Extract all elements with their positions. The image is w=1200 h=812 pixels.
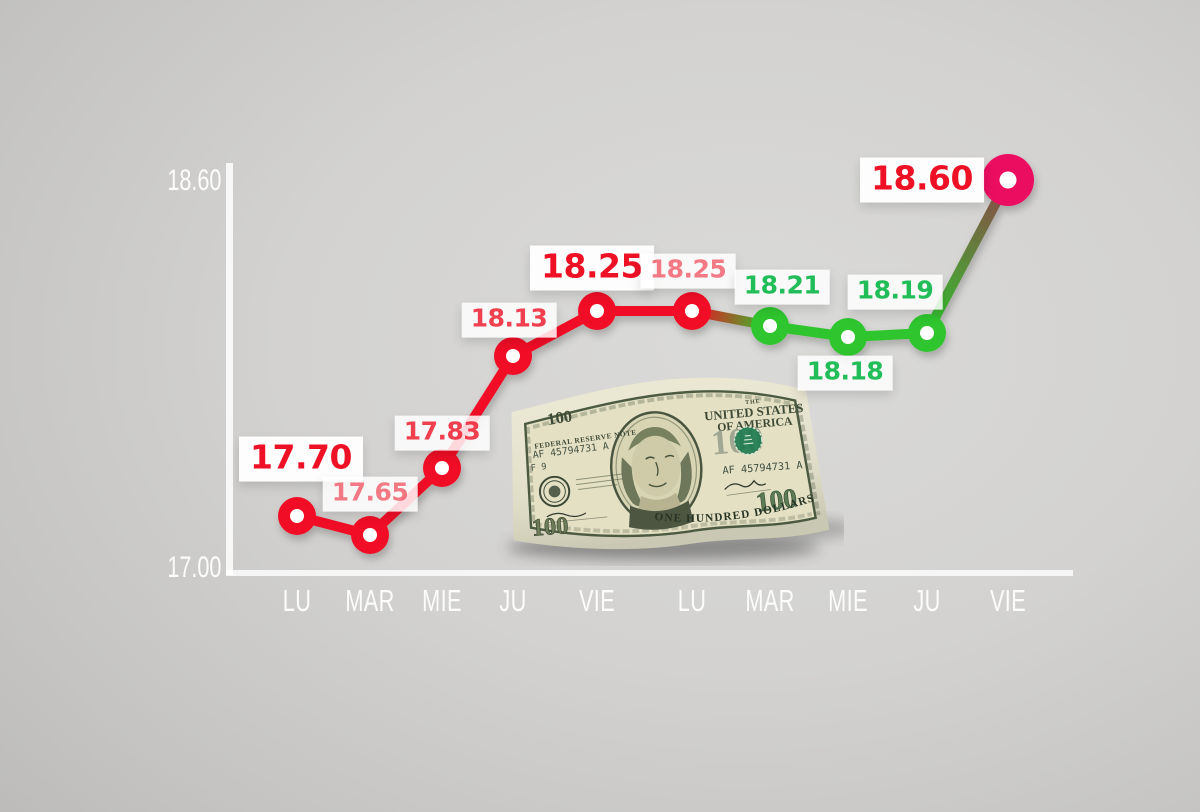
x-axis-tick-7: MIE	[828, 583, 868, 618]
data-point-center-dot	[763, 319, 777, 333]
data-point-center-dot	[435, 461, 449, 475]
bill-serial-right: AF 45794731 A	[722, 459, 803, 477]
x-axis-tick-6: MAR	[745, 583, 795, 618]
y-axis-tick-top: 18.60	[167, 164, 222, 197]
x-axis-tick-1: MAR	[345, 583, 395, 618]
bill-signature-left	[546, 512, 608, 524]
data-point-center-dot	[685, 304, 699, 318]
bill-headline: THE UNITED STATES OF AMERICA	[704, 399, 804, 434]
x-axis-tick-5: LU	[677, 583, 707, 618]
x-axis-tick-9: VIE	[989, 583, 1027, 618]
bill-plate-number: F 9	[530, 462, 547, 474]
data-point-center-dot	[290, 509, 304, 523]
hundred-dollar-bill: THE UNITED STATES OF AMERICA 100 FEDERAL…	[506, 377, 844, 560]
data-point-center-dot	[506, 349, 520, 363]
bill-fine-print-lines	[576, 473, 624, 490]
x-axis-tick-4: VIE	[578, 583, 616, 618]
x-axis-tick-8: JU	[913, 583, 941, 618]
x-axis-tick-2: MIE	[422, 583, 462, 618]
bill-corner-100-bottomright: 100	[754, 483, 798, 518]
data-point-center-dot	[363, 528, 377, 542]
data-point-center-dot	[999, 171, 1017, 189]
x-axis-tick-3: JU	[499, 583, 527, 618]
data-point-center-dot	[920, 326, 934, 340]
bill-treasury-seal	[733, 426, 763, 455]
bill-headline-the: THE	[745, 399, 761, 406]
franklin-portrait	[609, 411, 703, 530]
bill-corner-100-bottomleft: 100	[531, 512, 569, 541]
bill-federal-seal	[538, 475, 571, 508]
y-axis-line	[226, 163, 233, 575]
data-point-center-dot	[590, 304, 604, 318]
x-axis-tick-0: LU	[282, 583, 312, 618]
bill-signature-right	[724, 479, 771, 496]
bill-corner-100-topleft: 100	[546, 406, 574, 429]
x-axis-labels: LU MAR MIE JU VIE LU MAR MIE JU VIE	[0, 583, 1200, 625]
y-axis-tick-bottom: 17.00	[167, 551, 222, 584]
data-point-center-dot	[841, 330, 855, 344]
x-axis-line	[226, 570, 1073, 576]
